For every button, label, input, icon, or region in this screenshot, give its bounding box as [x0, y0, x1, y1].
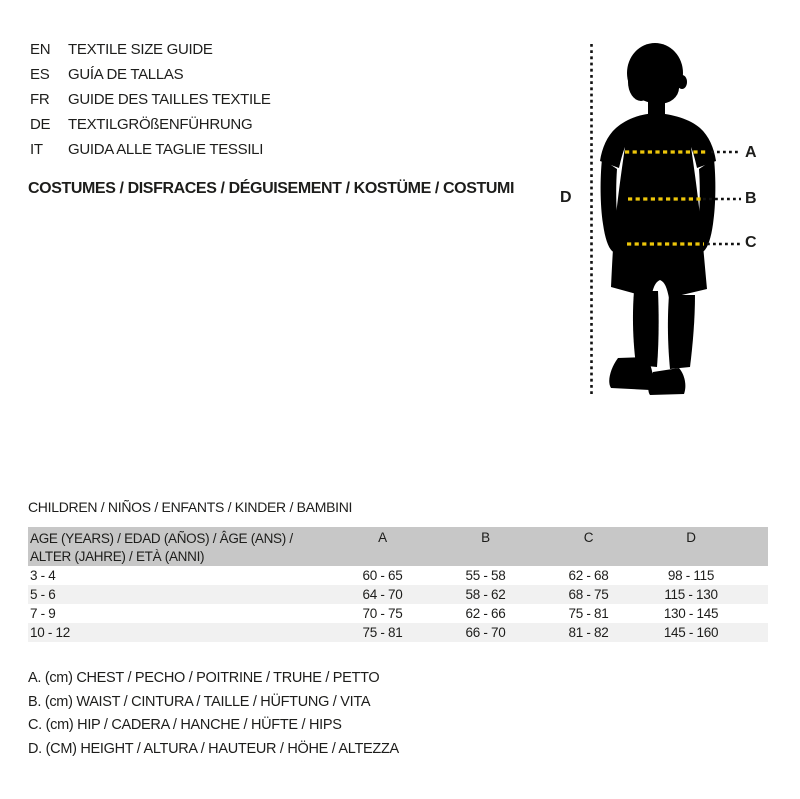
height-label: D [560, 189, 572, 206]
guide-title: TEXTILE SIZE GUIDE [68, 41, 213, 58]
table-header-row: AGE (YEARS) / EDAD (AÑOS) / ÂGE (ANS) / … [28, 527, 768, 566]
hip-cell: 75 - 81 [568, 606, 609, 621]
waist-cell: 62 - 66 [465, 606, 506, 621]
age-cell: 5 - 6 [28, 585, 331, 604]
age-column-header: AGE (YEARS) / EDAD (AÑOS) / ÂGE (ANS) / … [28, 527, 331, 566]
language-code: DE [30, 116, 51, 133]
height-cell: 115 - 130 [640, 585, 768, 604]
waist-label: B [745, 190, 757, 207]
hip-cell: 62 - 68 [568, 568, 609, 583]
list-item: ES GUÍA DE TALLAS [30, 62, 271, 87]
table-row: 7 - 9 70 - 75 62 - 66 75 - 81 130 - 145 [28, 604, 768, 623]
legend-line-height: D. (CM) HEIGHT / ALTURA / HAUTEUR / HÖHE… [28, 741, 399, 758]
chest-cell: 70 - 75 [362, 606, 403, 621]
chest-label: A [745, 144, 757, 161]
legend-line-waist: B. (cm) WAIST / CINTURA / TAILLE / HÜFTU… [28, 693, 371, 710]
waist-cell: 55 - 58 [465, 568, 506, 583]
column-header-c: C [537, 527, 640, 566]
column-header-b: B [434, 527, 537, 566]
guide-title: GUIDE DES TAILLES TEXTILE [68, 91, 271, 108]
guide-title: GUÍA DE TALLAS [68, 66, 184, 83]
chest-cell: 60 - 65 [362, 568, 403, 583]
table-row: 10 - 12 75 - 81 66 - 70 81 - 82 145 - 16… [28, 623, 768, 642]
column-header-a: A [331, 527, 434, 566]
silhouette-hair [628, 63, 654, 101]
chest-cell: 64 - 70 [331, 585, 434, 604]
guide-title: GUIDA ALLE TAGLIE TESSILI [68, 141, 264, 158]
column-header-d: D [640, 527, 768, 566]
language-code: FR [30, 91, 50, 108]
list-item: DE TEXTILGRÖßENFÜHRUNG [30, 112, 271, 137]
language-guide-list: EN TEXTILE SIZE GUIDE ES GUÍA DE TALLAS … [30, 37, 271, 162]
hip-label: C [745, 234, 757, 251]
language-code: EN [30, 41, 51, 58]
waist-cell: 66 - 70 [434, 623, 537, 642]
age-header-line2: ALTER (JAHRE) / ETÀ (ANNI) [30, 548, 205, 564]
children-section-title: CHILDREN / NIÑOS / ENFANTS / KINDER / BA… [28, 499, 353, 515]
list-item: FR GUIDE DES TAILLES TEXTILE [30, 87, 271, 112]
language-code: ES [30, 66, 50, 83]
age-cell: 3 - 4 [30, 568, 56, 583]
silhouette-left-leg [632, 291, 659, 367]
legend-line-hip: C. (cm) HIP / CADERA / HANCHE / HÜFTE / … [28, 717, 342, 734]
silhouette-left-shoe [609, 357, 653, 390]
waist-cell: 58 - 62 [434, 585, 537, 604]
silhouette-right-leg [667, 295, 695, 369]
height-cell: 145 - 160 [640, 623, 768, 642]
silhouette-ear [677, 75, 687, 89]
silhouette-right-shoe [648, 368, 686, 395]
hip-cell: 68 - 75 [537, 585, 640, 604]
list-item: IT GUIDA ALLE TAGLIE TESSILI [30, 137, 271, 162]
table-row: 3 - 4 60 - 65 55 - 58 62 - 68 98 - 115 [28, 566, 768, 585]
children-size-table: AGE (YEARS) / EDAD (AÑOS) / ÂGE (ANS) / … [28, 527, 768, 642]
legend-line-chest: A. (cm) CHEST / PECHO / POITRINE / TRUHE… [28, 670, 380, 686]
chest-cell: 75 - 81 [331, 623, 434, 642]
guide-title: TEXTILGRÖßENFÜHRUNG [68, 116, 253, 133]
list-item: EN TEXTILE SIZE GUIDE [30, 37, 271, 62]
height-cell: 98 - 115 [667, 568, 715, 583]
height-cell: 130 - 145 [663, 606, 719, 621]
category-heading: COSTUMES / DISFRACES / DÉGUISEMENT / KOS… [28, 180, 514, 197]
measurement-lines-overlay [590, 44, 741, 396]
hip-cell: 81 - 82 [537, 623, 640, 642]
table-row: 5 - 6 64 - 70 58 - 62 68 - 75 115 - 130 [28, 585, 768, 604]
age-cell: 10 - 12 [28, 623, 331, 642]
age-cell: 7 - 9 [30, 606, 56, 621]
measurement-legend: A. (cm) CHEST / PECHO / POITRINE / TRUHE… [28, 667, 399, 762]
language-code: IT [30, 141, 43, 158]
age-header-line1: AGE (YEARS) / EDAD (AÑOS) / ÂGE (ANS) / [30, 531, 293, 546]
